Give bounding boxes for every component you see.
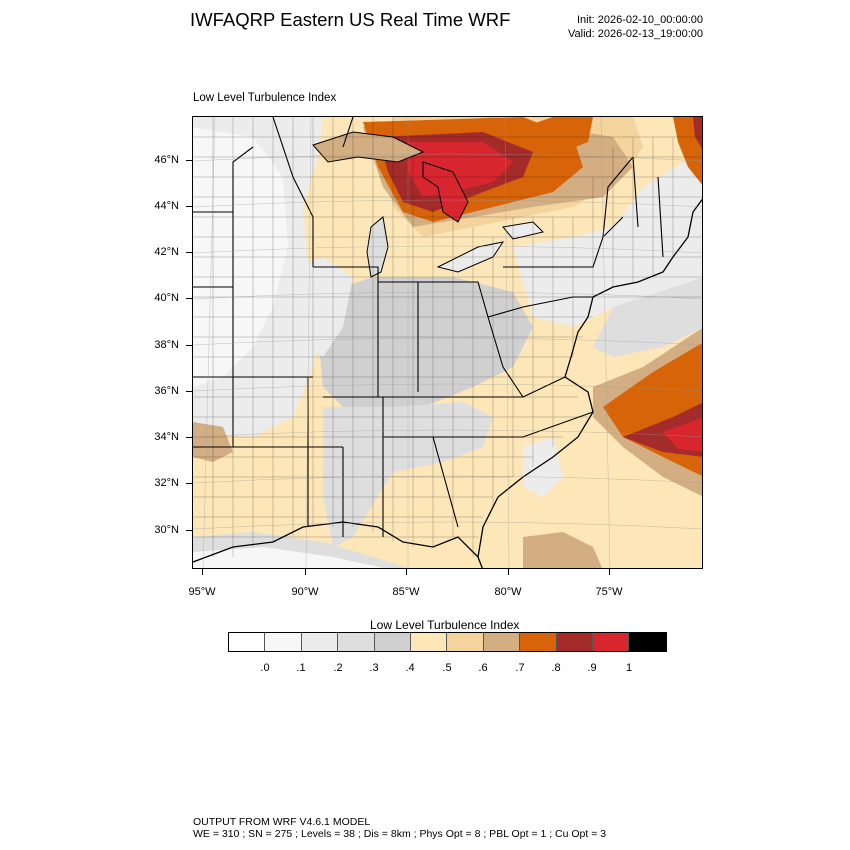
lon-tick (305, 569, 306, 575)
lon-label-80: 80°W (494, 586, 522, 598)
footer-config-line: WE = 310 ; SN = 275 ; Levels = 38 ; Dis … (193, 828, 607, 840)
footer-model-line: OUTPUT FROM WRF V4.6.1 MODEL (193, 816, 371, 828)
lat-tick (186, 160, 192, 161)
lat-tick (186, 391, 192, 392)
lon-tick (609, 569, 610, 575)
colorbar-box (629, 633, 666, 651)
lat-label-30: 30°N (154, 524, 179, 536)
field-northeast-red (693, 117, 702, 149)
lon-label-75: 75°W (595, 586, 623, 598)
colorbar-label: .8 (551, 662, 561, 674)
lat-tick (186, 483, 192, 484)
colorbar-label: .5 (442, 662, 452, 674)
lon-tick (406, 569, 407, 575)
northeast-coastline (592, 198, 702, 298)
lon-tick (508, 569, 509, 575)
colorbar-label: .2 (333, 662, 343, 674)
colorbar (228, 632, 667, 652)
county-grid (193, 117, 702, 557)
colorbar-box (483, 633, 521, 651)
lat-tick (186, 252, 192, 253)
lat-tick (186, 345, 192, 346)
field-southeast-brown (523, 532, 603, 568)
graticule (193, 117, 702, 568)
colorbar-label: .1 (296, 662, 306, 674)
main-title: IWFAQRP Eastern US Real Time WRF (190, 9, 511, 30)
lon-label-95: 95°W (188, 586, 216, 598)
lat-label-42: 42°N (154, 246, 179, 258)
lat-tick (186, 437, 192, 438)
map-frame (192, 116, 703, 569)
lon-label-90: 90°W (291, 586, 319, 598)
init-valid-times: Init: 2026-02-10_00:00:00 Valid: 2026-02… (568, 13, 703, 41)
colorbar-label: .7 (515, 662, 525, 674)
colorbar-box (410, 633, 448, 651)
colorbar-label: .0 (260, 662, 270, 674)
colorbar-box (520, 633, 557, 651)
field-east-orange (523, 117, 593, 152)
lat-tick (186, 206, 192, 207)
lat-label-38: 38°N (154, 339, 179, 351)
lat-label-34: 34°N (154, 431, 179, 443)
lat-label-46: 46°N (154, 154, 179, 166)
valid-time: Valid: 2026-02-13_19:00:00 (568, 28, 703, 40)
colorbar-label: 1 (625, 662, 633, 674)
colorbar-label: .6 (478, 662, 488, 674)
lat-label-44: 44°N (154, 200, 179, 212)
turbulence-map (193, 117, 702, 568)
colorbar-box (338, 633, 375, 651)
lat-label-36: 36°N (154, 385, 179, 397)
colorbar-label: .9 (587, 662, 597, 674)
field-atlantic-red (663, 417, 702, 452)
lat-tick (186, 298, 192, 299)
colorbar-title: Low Level Turbulence Index (370, 618, 520, 632)
field-northeast-gray (513, 157, 702, 327)
field-ohio-gray (313, 277, 533, 417)
field-midsouth-gray (323, 402, 493, 547)
colorbar-box (301, 633, 339, 651)
colorbar-box (374, 633, 411, 651)
field-central-gray (293, 257, 353, 357)
colorbar-box (229, 633, 266, 651)
colorbar-box (265, 633, 302, 651)
panel-title: Low Level Turbulence Index (193, 92, 337, 104)
colorbar-box (556, 633, 593, 651)
lon-label-85: 85°W (392, 586, 420, 598)
colorbar-label: .3 (369, 662, 379, 674)
init-time: Init: 2026-02-10_00:00:00 (577, 14, 703, 26)
lat-label-32: 32°N (154, 477, 179, 489)
lon-tick (202, 569, 203, 575)
colorbar-label: .4 (405, 662, 415, 674)
colorbar-box (592, 633, 630, 651)
lat-label-40: 40°N (154, 292, 179, 304)
field-gulf-lightest (193, 547, 384, 568)
lat-tick (186, 530, 192, 531)
colorbar-box (447, 633, 484, 651)
